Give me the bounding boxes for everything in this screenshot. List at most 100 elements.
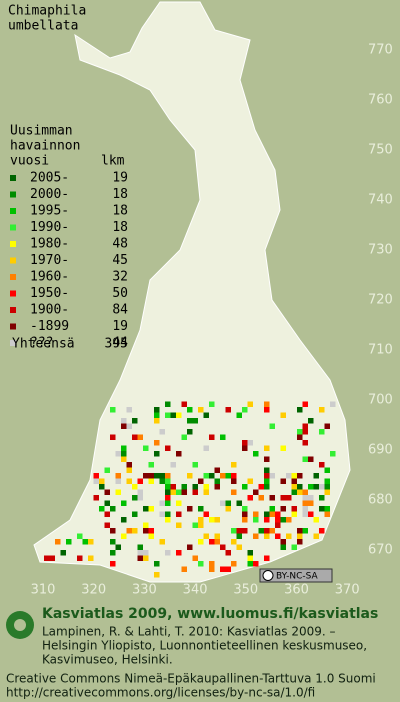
species-title: umbellata (8, 19, 78, 34)
occurrence-square (220, 500, 226, 506)
occurrence-square (143, 473, 149, 479)
occurrence-square (225, 473, 231, 479)
occurrence-square (137, 489, 143, 495)
legend-swatch (10, 224, 16, 231)
occurrence-square (302, 511, 308, 517)
occurrence-square (264, 511, 270, 517)
legend-label: ??? (30, 336, 53, 351)
occurrence-square (275, 533, 281, 539)
occurrence-square (291, 478, 297, 484)
legend-swatch (10, 241, 16, 247)
east-coordinate: 360 (284, 583, 309, 598)
legend-label: 1995- (30, 204, 69, 219)
occurrence-square (104, 489, 110, 495)
occurrence-square (308, 500, 314, 506)
occurrence-square (286, 473, 292, 479)
occurrence-square (308, 495, 314, 501)
occurrence-square (264, 517, 270, 523)
occurrence-square (165, 500, 171, 506)
legend-label: 2005- (30, 171, 69, 186)
occurrence-square (176, 489, 182, 495)
occurrence-square (225, 566, 231, 572)
occurrence-square (291, 544, 297, 550)
occurrence-square (121, 500, 127, 506)
legend-label: 1980- (30, 237, 69, 252)
occurrence-square (297, 407, 303, 413)
occurrence-square (214, 533, 220, 539)
legend-swatch (10, 208, 16, 214)
occurrence-square (242, 528, 248, 534)
occurrence-square (236, 500, 242, 506)
occurrence-square (302, 429, 308, 435)
occurrence-square (154, 418, 160, 424)
occurrence-square (176, 511, 182, 517)
occurrence-square (297, 539, 303, 545)
occurrence-square (192, 484, 198, 490)
occurrence-square (165, 412, 171, 418)
legend-label: 1990- (30, 220, 69, 235)
north-coordinate: 690 (368, 443, 393, 458)
occurrence-square (154, 451, 160, 457)
occurrence-square (214, 478, 220, 484)
legend-count: 50 (112, 286, 128, 301)
occurrence-square (280, 517, 286, 523)
occurrence-square (253, 489, 259, 495)
occurrence-square (302, 495, 308, 501)
occurrence-square (247, 401, 253, 407)
occurrence-square (264, 467, 270, 473)
occurrence-square (220, 473, 226, 479)
occurrence-square (247, 561, 253, 567)
occurrence-square (280, 539, 286, 545)
occurrence-square (170, 462, 176, 468)
occurrence-square (88, 555, 94, 561)
occurrence-square (99, 484, 105, 490)
occurrence-square (159, 429, 165, 435)
occurrence-square (264, 533, 270, 539)
occurrence-square (176, 550, 182, 556)
occurrence-square (132, 484, 138, 490)
occurrence-square (302, 500, 308, 506)
occurrence-square (209, 539, 215, 545)
occurrence-square (115, 544, 121, 550)
legend-count: 84 (112, 303, 128, 318)
legend-swatch (10, 274, 16, 280)
occurrence-square (77, 555, 83, 561)
north-coordinate: 720 (368, 293, 393, 308)
logo-center (14, 619, 26, 631)
occurrence-square (165, 489, 171, 495)
occurrence-square (104, 522, 110, 528)
occurrence-square (44, 555, 50, 561)
occurrence-square (319, 407, 325, 413)
occurrence-square (115, 489, 121, 495)
occurrence-square (313, 484, 319, 490)
badge-icon (262, 570, 274, 581)
occurrence-square (176, 500, 182, 506)
occurrence-square (187, 418, 193, 424)
legend-label: 1960- (30, 270, 69, 285)
occurrence-square (121, 533, 127, 539)
legend-count: 48 (112, 237, 128, 252)
occurrence-square (242, 445, 248, 451)
north-coordinate: 770 (368, 43, 393, 58)
occurrence-square (137, 434, 143, 440)
occurrence-square (220, 566, 226, 572)
occurrence-square (104, 500, 110, 506)
occurrence-square (126, 407, 132, 413)
occurrence-square (225, 550, 231, 556)
occurrence-square (192, 522, 198, 528)
occurrence-square (308, 418, 314, 424)
occurrence-square (308, 511, 314, 517)
north-coordinate: 680 (368, 493, 393, 508)
occurrence-square (297, 429, 303, 435)
occurrence-square (214, 467, 220, 473)
citation: Kasvimuseo, Helsinki. (42, 653, 173, 667)
license: Creative Commons Nimeä-Epäkaupallinen-Ta… (6, 672, 376, 686)
occurrence-square (269, 528, 275, 534)
occurrence-square (198, 561, 204, 567)
north-coordinate: 740 (368, 193, 393, 208)
occurrence-square (231, 462, 237, 468)
occurrence-square (181, 434, 187, 440)
occurrence-square (192, 555, 198, 561)
occurrence-square (275, 517, 281, 523)
